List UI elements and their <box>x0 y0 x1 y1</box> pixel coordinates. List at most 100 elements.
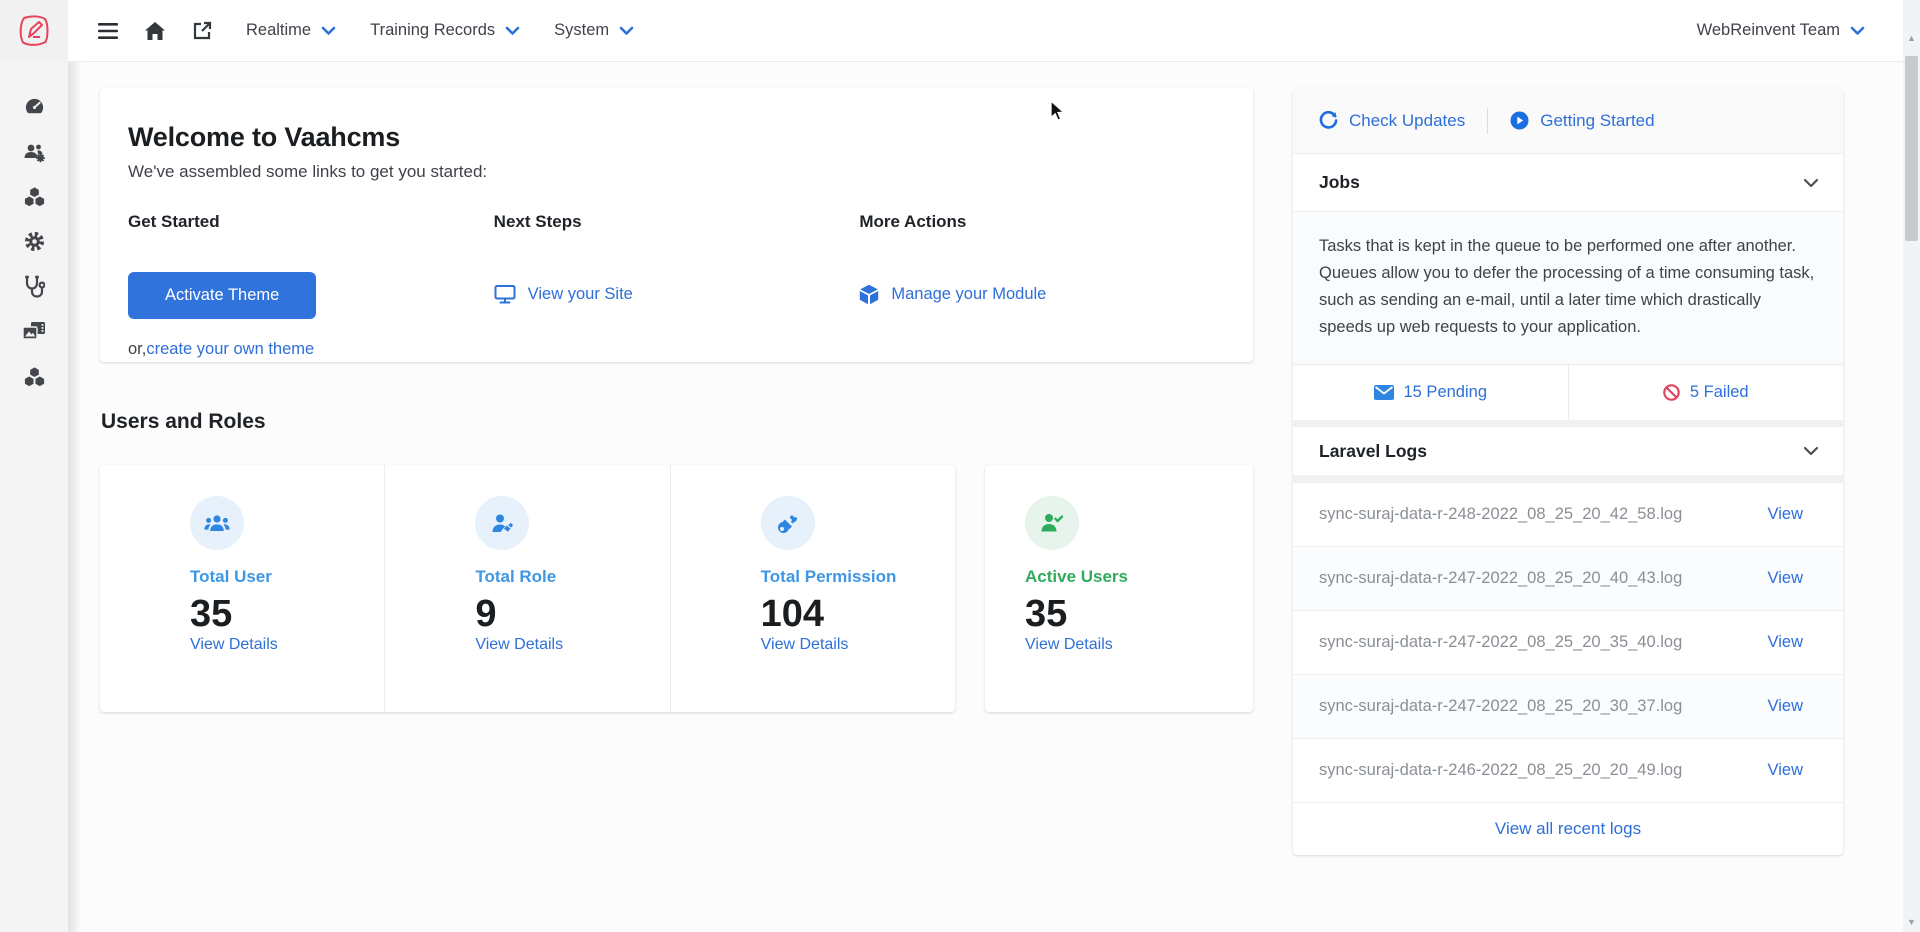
scrollbar-thumb[interactable] <box>1905 56 1918 241</box>
log-view-link[interactable]: View <box>1767 569 1803 587</box>
chevron-down-icon <box>1803 446 1819 456</box>
sidebar-item-health[interactable] <box>12 264 56 309</box>
hamburger-menu-icon[interactable] <box>98 22 118 40</box>
more-actions-column: More Actions Manage your Module <box>859 212 1225 359</box>
nav-training-records[interactable]: Training Records <box>370 21 520 40</box>
monitor-icon <box>494 284 516 304</box>
stat-total-permission: Total Permission 104 View Details <box>671 465 955 712</box>
team-dropdown-label: WebReinvent Team <box>1696 21 1840 39</box>
top-navigation: Realtime Training Records System <box>246 21 634 40</box>
stat-value: 9 <box>475 593 497 635</box>
nav-system-label: System <box>554 21 610 39</box>
view-details-link[interactable]: View Details <box>475 636 564 653</box>
nav-realtime[interactable]: Realtime <box>246 21 336 40</box>
stat-value: 35 <box>190 593 233 635</box>
stat-label: Total Role <box>475 567 557 586</box>
welcome-card: Welcome to Vaahcms We've assembled some … <box>100 88 1253 362</box>
sidebar-item-media[interactable] <box>12 309 56 354</box>
vaahcms-logo-icon <box>16 13 52 49</box>
failed-jobs-link[interactable]: 5 Failed <box>1567 365 1844 420</box>
manage-module-label: Manage your Module <box>891 285 1047 303</box>
stat-value: 104 <box>760 593 825 635</box>
view-details-link[interactable]: View Details <box>190 636 278 653</box>
sidebar-item-modules[interactable] <box>12 174 56 219</box>
check-updates-button[interactable]: Check Updates <box>1319 111 1465 131</box>
or-text: or, <box>128 340 147 358</box>
sidebar-item-settings[interactable] <box>12 219 56 264</box>
home-icon[interactable] <box>144 21 166 41</box>
nav-system[interactable]: System <box>554 21 634 40</box>
view-details-link[interactable]: View Details <box>1025 636 1113 653</box>
view-details-link[interactable]: View Details <box>760 636 849 653</box>
external-link-icon[interactable] <box>192 21 212 41</box>
active-users-card: Active Users 35 View Details <box>985 465 1253 712</box>
key-icon <box>760 496 815 550</box>
stat-label: Total User <box>190 567 272 586</box>
log-view-link[interactable]: View <box>1767 633 1803 651</box>
stat-label: Active Users <box>1025 567 1129 586</box>
getting-started-button[interactable]: Getting Started <box>1510 110 1655 131</box>
create-theme-link[interactable]: create your own theme <box>146 340 315 358</box>
user-check-icon <box>1025 496 1079 550</box>
log-filename: sync-suraj-data-r-247-2022_08_25_20_30_3… <box>1319 697 1683 715</box>
dashboard-icon <box>23 95 46 118</box>
log-filename: sync-suraj-data-r-247-2022_08_25_20_40_4… <box>1319 569 1683 587</box>
scroll-up-arrow[interactable]: ▲ <box>1907 33 1916 43</box>
sidebar-item-extensions[interactable] <box>12 354 56 399</box>
gear-icon <box>23 230 46 253</box>
cube-icon <box>859 284 879 305</box>
log-row: sync-suraj-data-r-248-2022_08_25_20_42_5… <box>1293 482 1843 546</box>
user-edit-icon <box>475 496 530 550</box>
cubes-icon <box>23 366 46 388</box>
jobs-title: Jobs <box>1319 172 1360 192</box>
view-site-link[interactable]: View your Site <box>494 284 860 304</box>
users-roles-heading: Users and Roles <box>101 410 266 433</box>
cubes-icon <box>23 186 46 208</box>
scroll-down-arrow[interactable]: ▼ <box>1907 917 1916 927</box>
jobs-description: Tasks that is kept in the queue to be pe… <box>1293 211 1843 364</box>
log-row: sync-suraj-data-r-247-2022_08_25_20_30_3… <box>1293 674 1843 738</box>
divider <box>1293 475 1843 482</box>
log-row: sync-suraj-data-r-247-2022_08_25_20_35_4… <box>1293 610 1843 674</box>
right-panel: Check Updates Getting Started Jobs Tasks… <box>1293 88 1843 855</box>
divider <box>1487 107 1489 134</box>
log-filename: sync-suraj-data-r-246-2022_08_25_20_20_4… <box>1319 761 1683 779</box>
get-started-heading: Get Started <box>128 212 220 231</box>
sidebar-item-dashboard[interactable] <box>12 84 56 129</box>
view-site-label: View your Site <box>527 284 633 303</box>
manage-module-link[interactable]: Manage your Module <box>859 284 1225 305</box>
chevron-down-icon <box>619 26 634 36</box>
ban-icon <box>1663 384 1680 401</box>
team-dropdown[interactable]: WebReinvent Team <box>1697 21 1865 40</box>
vertical-scrollbar[interactable]: ▲ ▼ <box>1903 0 1920 932</box>
nav-realtime-label: Realtime <box>246 21 312 39</box>
divider <box>1293 420 1843 427</box>
pending-jobs-link[interactable]: 15 Pending <box>1293 365 1568 420</box>
log-row: sync-suraj-data-r-246-2022_08_25_20_20_4… <box>1293 738 1843 802</box>
check-updates-label: Check Updates <box>1349 110 1466 130</box>
log-view-link[interactable]: View <box>1767 505 1803 523</box>
topbar: Realtime Training Records System WebRein… <box>0 0 1903 62</box>
stat-total-user: Total User 35 View Details <box>100 465 386 712</box>
nav-training-records-label: Training Records <box>370 21 496 39</box>
app-logo[interactable] <box>0 0 68 62</box>
log-view-link[interactable]: View <box>1767 761 1803 779</box>
chevron-down-icon <box>321 26 336 36</box>
activate-theme-button[interactable]: Activate Theme <box>128 272 317 319</box>
more-actions-heading: More Actions <box>859 212 967 231</box>
sidebar-item-users[interactable] <box>12 129 56 174</box>
log-filename: sync-suraj-data-r-248-2022_08_25_20_42_5… <box>1319 505 1683 523</box>
laravel-logs-accordion-header[interactable]: Laravel Logs <box>1293 427 1843 475</box>
next-steps-heading: Next Steps <box>493 212 582 231</box>
log-list: sync-suraj-data-r-248-2022_08_25_20_42_5… <box>1293 482 1843 802</box>
jobs-accordion-header[interactable]: Jobs <box>1293 154 1843 211</box>
stat-active-users: Active Users 35 View Details <box>985 465 1253 654</box>
chevron-down-icon <box>1803 178 1819 188</box>
failed-jobs-label: 5 Failed <box>1689 383 1749 401</box>
laravel-logs-title: Laravel Logs <box>1319 440 1427 461</box>
getting-started-label: Getting Started <box>1540 110 1655 130</box>
log-view-link[interactable]: View <box>1767 697 1803 715</box>
refresh-icon <box>1319 111 1338 130</box>
view-all-logs-link[interactable]: View all recent logs <box>1494 819 1642 838</box>
pending-jobs-label: 15 Pending <box>1403 383 1488 401</box>
